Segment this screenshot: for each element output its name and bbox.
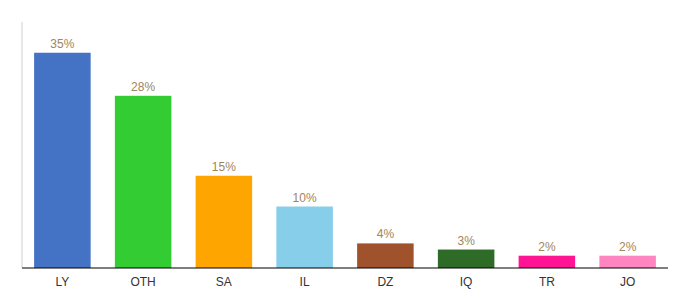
bar <box>519 256 576 268</box>
x-tick-label: IQ <box>460 275 473 289</box>
bar <box>115 96 172 268</box>
data-labels: 35% 28% 15% 10% 4% 3% 2% 2% <box>50 37 636 254</box>
x-tick-label: JO <box>620 275 635 289</box>
data-label: 35% <box>50 37 74 51</box>
chart-container: 35% 28% 15% 10% 4% 3% 2% 2% LY OTH SA IL DZ IQ TR JO <box>0 0 680 300</box>
x-axis: LY OTH SA IL DZ IQ TR JO <box>55 275 635 289</box>
x-tick-label: OTH <box>130 275 155 289</box>
data-label: 15% <box>212 160 236 174</box>
data-label: 2% <box>619 240 637 254</box>
data-label: 3% <box>457 234 475 248</box>
x-tick-label: LY <box>55 275 69 289</box>
chart: 35% 28% 15% 10% 4% 3% 2% 2% LY OTH SA IL DZ IQ TR JO <box>0 0 680 300</box>
y-axis-line <box>22 22 23 268</box>
x-tick-label: SA <box>216 275 232 289</box>
bar <box>196 176 253 268</box>
bars <box>34 53 656 268</box>
bar <box>438 250 495 268</box>
data-label: 28% <box>131 80 155 94</box>
bar <box>357 243 414 268</box>
data-label: 10% <box>293 191 317 205</box>
x-tick-label: DZ <box>377 275 393 289</box>
x-tick-label: TR <box>539 275 555 289</box>
x-tick-label: IL <box>300 275 310 289</box>
x-axis-line <box>22 267 668 268</box>
bar <box>34 53 91 268</box>
data-label: 2% <box>538 240 556 254</box>
data-label: 4% <box>377 227 395 241</box>
bar <box>599 256 656 268</box>
bar <box>276 207 333 269</box>
